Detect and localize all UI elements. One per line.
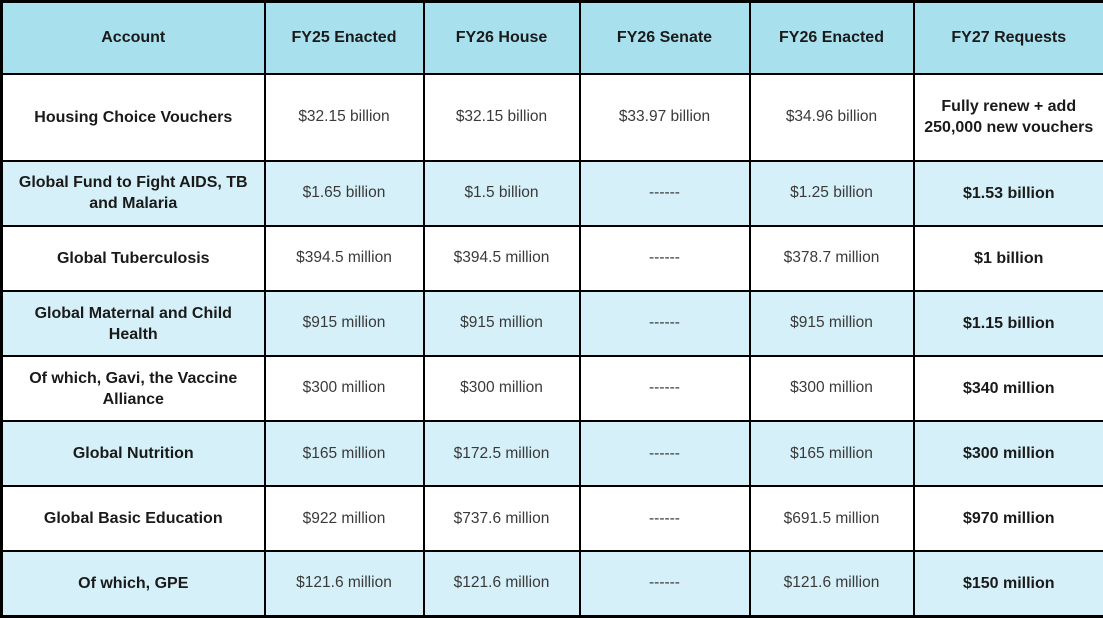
fy26-enacted-cell: $1.25 billion bbox=[748, 159, 915, 228]
table-row: Housing Choice Vouchers $32.15 billion $… bbox=[0, 72, 1103, 162]
fy27-requests-cell: $300 million bbox=[912, 420, 1103, 488]
fy26-house-cell: $915 million bbox=[422, 290, 581, 358]
fy27-requests-cell: $340 million bbox=[912, 355, 1103, 423]
fy26-house-cell: $300 million bbox=[422, 355, 581, 423]
column-header-fy26-senate: FY26 Senate bbox=[578, 0, 751, 75]
fy27-requests-cell: Fully renew + add 250,000 new vouchers bbox=[912, 72, 1103, 162]
fy27-requests-cell: $1 billion bbox=[912, 225, 1103, 293]
account-cell: Global Nutrition bbox=[0, 420, 266, 488]
account-cell: Of which, Gavi, the Vaccine Alliance bbox=[0, 355, 266, 423]
fy26-senate-cell: $33.97 billion bbox=[578, 72, 751, 162]
fy26-senate-cell: ------ bbox=[578, 290, 751, 358]
fy26-enacted-cell: $34.96 billion bbox=[748, 72, 915, 162]
account-cell: Global Tuberculosis bbox=[0, 225, 266, 293]
fy26-senate-cell: ------ bbox=[578, 550, 751, 618]
fy26-enacted-cell: $165 million bbox=[748, 420, 915, 488]
fy26-enacted-cell: $691.5 million bbox=[748, 485, 915, 553]
fy26-senate-cell: ------ bbox=[578, 420, 751, 488]
fy26-enacted-cell: $300 million bbox=[748, 355, 915, 423]
fy26-senate-cell: ------ bbox=[578, 355, 751, 423]
fy26-house-cell: $737.6 million bbox=[422, 485, 581, 553]
fy27-requests-cell: $150 million bbox=[912, 550, 1103, 618]
table-row: Global Nutrition $165 million $172.5 mil… bbox=[0, 420, 1103, 488]
fy26-senate-cell: ------ bbox=[578, 159, 751, 228]
table-row: Of which, GPE $121.6 million $121.6 mill… bbox=[0, 550, 1103, 618]
fy26-senate-cell: ------ bbox=[578, 225, 751, 293]
header-row: Account FY25 Enacted FY26 House FY26 Sen… bbox=[0, 0, 1103, 75]
column-header-fy26-enacted: FY26 Enacted bbox=[748, 0, 915, 75]
fy26-house-cell: $121.6 million bbox=[422, 550, 581, 618]
fy25-enacted-cell: $121.6 million bbox=[263, 550, 425, 618]
fy26-enacted-cell: $378.7 million bbox=[748, 225, 915, 293]
table-row: Global Tuberculosis $394.5 million $394.… bbox=[0, 225, 1103, 293]
fy26-house-cell: $1.5 billion bbox=[422, 159, 581, 228]
account-cell: Global Fund to Fight AIDS, TB and Malari… bbox=[0, 159, 266, 228]
column-header-fy25-enacted: FY25 Enacted bbox=[263, 0, 425, 75]
fy25-enacted-cell: $1.65 billion bbox=[263, 159, 425, 228]
account-cell: Global Maternal and Child Health bbox=[0, 290, 266, 358]
fy26-senate-cell: ------ bbox=[578, 485, 751, 553]
fy26-house-cell: $394.5 million bbox=[422, 225, 581, 293]
fy25-enacted-cell: $300 million bbox=[263, 355, 425, 423]
fy25-enacted-cell: $32.15 billion bbox=[263, 72, 425, 162]
fy25-enacted-cell: $915 million bbox=[263, 290, 425, 358]
fy27-requests-cell: $1.15 billion bbox=[912, 290, 1103, 358]
fy25-enacted-cell: $165 million bbox=[263, 420, 425, 488]
table-row: Global Maternal and Child Health $915 mi… bbox=[0, 290, 1103, 358]
column-header-account: Account bbox=[0, 0, 266, 75]
fy27-requests-cell: $1.53 billion bbox=[912, 159, 1103, 228]
account-cell: Of which, GPE bbox=[0, 550, 266, 618]
table-row: Global Fund to Fight AIDS, TB and Malari… bbox=[0, 159, 1103, 228]
table-row: Of which, Gavi, the Vaccine Alliance $30… bbox=[0, 355, 1103, 423]
fy25-enacted-cell: $394.5 million bbox=[263, 225, 425, 293]
fy26-enacted-cell: $915 million bbox=[748, 290, 915, 358]
account-cell: Housing Choice Vouchers bbox=[0, 72, 266, 162]
fy27-requests-cell: $970 million bbox=[912, 485, 1103, 553]
fy25-enacted-cell: $922 million bbox=[263, 485, 425, 553]
account-cell: Global Basic Education bbox=[0, 485, 266, 553]
column-header-fy26-house: FY26 House bbox=[422, 0, 581, 75]
fy26-house-cell: $32.15 billion bbox=[422, 72, 581, 162]
table-row: Global Basic Education $922 million $737… bbox=[0, 485, 1103, 553]
fy26-house-cell: $172.5 million bbox=[422, 420, 581, 488]
fy26-enacted-cell: $121.6 million bbox=[748, 550, 915, 618]
column-header-fy27-requests: FY27 Requests bbox=[912, 0, 1103, 75]
